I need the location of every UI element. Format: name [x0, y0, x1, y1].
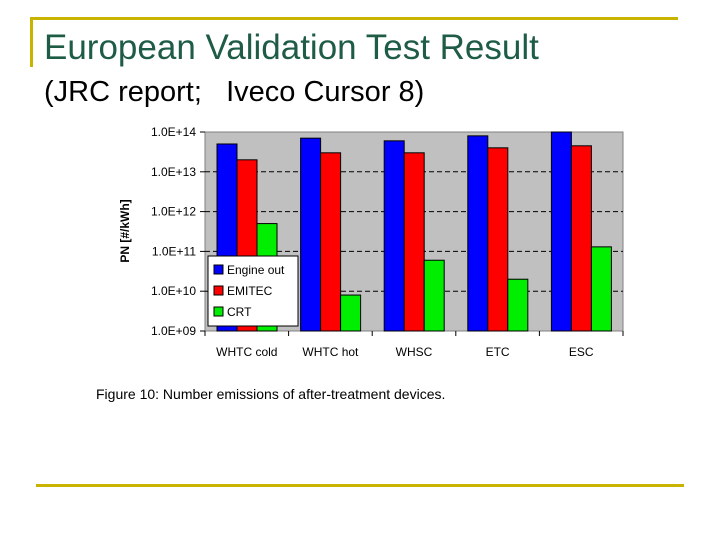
legend-swatch — [213, 264, 224, 275]
bar — [590, 246, 612, 332]
bar — [423, 259, 445, 332]
left-accent-line — [30, 17, 33, 67]
bar — [340, 294, 362, 332]
bar — [570, 145, 592, 332]
legend-swatch — [213, 306, 224, 317]
bar — [487, 147, 509, 332]
y-tick-label: 1.0E+10 — [151, 284, 196, 298]
y-tick-label: 1.0E+13 — [151, 165, 196, 179]
legend-label: EMITEC — [227, 284, 273, 298]
y-tick-label: 1.0E+09 — [151, 324, 196, 338]
bar — [550, 131, 572, 332]
slide-subtitle: (JRC report; Iveco Cursor 8) — [44, 76, 425, 108]
top-accent-line — [30, 17, 678, 20]
bar — [383, 140, 405, 332]
x-tick-label: WHTC cold — [216, 345, 277, 359]
bar — [507, 278, 529, 332]
x-tick-label: WHTC hot — [302, 345, 359, 359]
legend-label: CRT — [227, 305, 252, 319]
y-tick-label: 1.0E+11 — [152, 244, 196, 258]
bar — [467, 135, 489, 332]
bar — [403, 152, 425, 332]
bar — [320, 152, 342, 332]
y-axis-label: PN [#/kWh] — [118, 199, 132, 262]
bottom-accent-line — [36, 484, 684, 487]
x-tick-label: ETC — [486, 345, 510, 359]
bar — [300, 137, 322, 332]
y-tick-label: 1.0E+12 — [151, 205, 196, 219]
y-tick-label: 1.0E+14 — [151, 125, 196, 139]
slide-title: European Validation Test Result — [44, 28, 539, 67]
x-tick-label: ESC — [569, 345, 594, 359]
x-tick-label: WHSC — [396, 345, 433, 359]
figure-caption: Figure 10: Number emissions of after-tre… — [96, 386, 446, 402]
legend-label: Engine out — [227, 263, 285, 277]
legend-swatch — [213, 285, 224, 296]
